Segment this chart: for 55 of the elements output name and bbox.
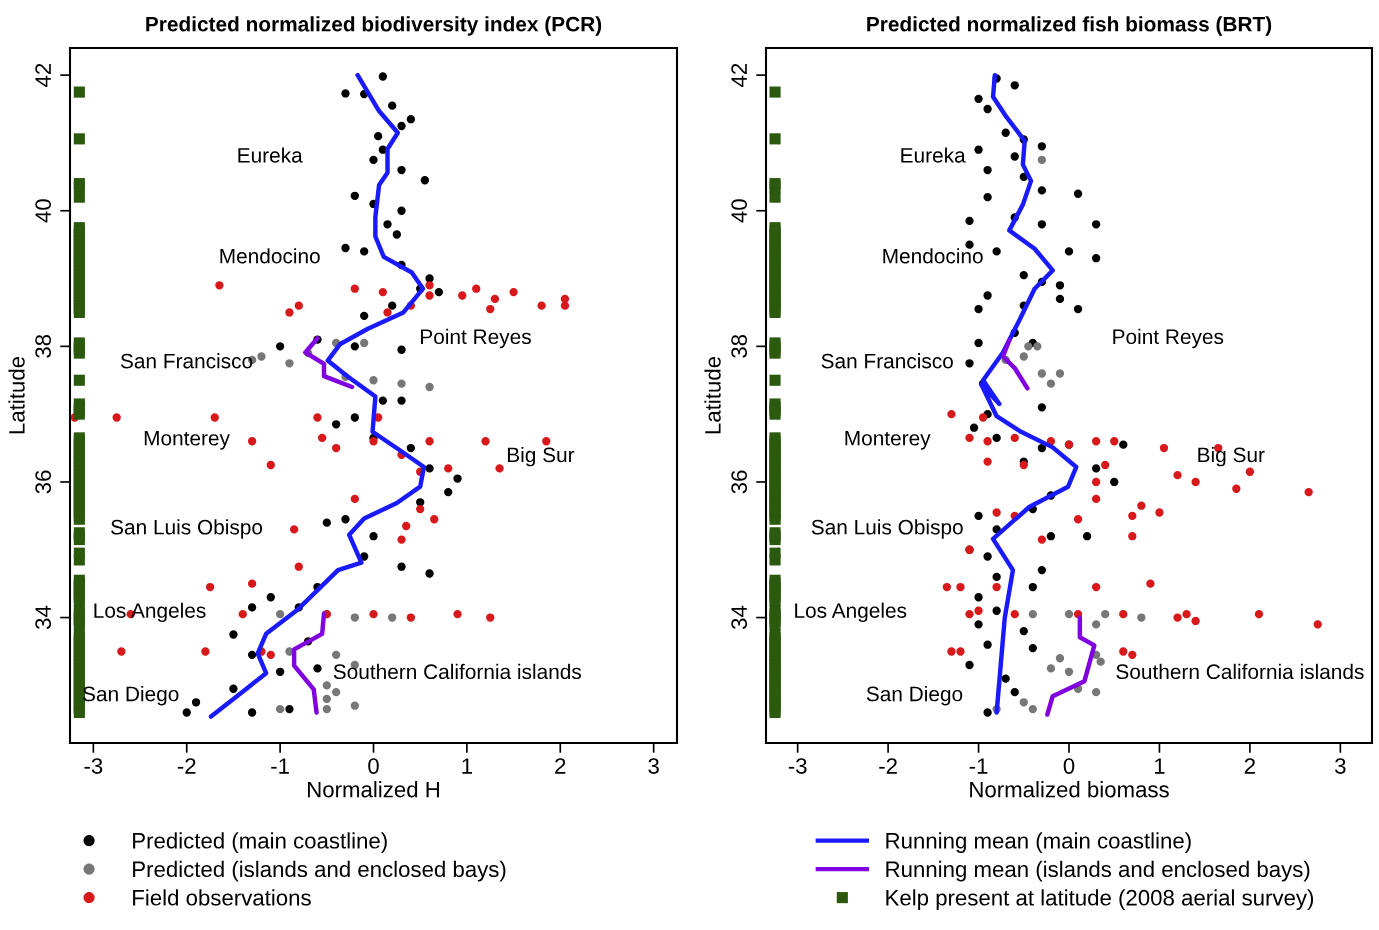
y-tick-label: 40 bbox=[35, 199, 52, 223]
annotation: Los Angeles bbox=[94, 602, 206, 623]
y-tick-label: 42 bbox=[731, 63, 747, 87]
legend-label: Kelp present at latitude (2008 aerial survey) bbox=[886, 889, 1314, 910]
annotation: Mendocino bbox=[220, 248, 320, 264]
x-tick-label: -3 bbox=[788, 758, 807, 774]
annotation: San Luis Obispo bbox=[111, 519, 263, 539]
x-tick-label: -2 bbox=[177, 758, 196, 774]
x-tick-label: 1 bbox=[1154, 758, 1165, 774]
chart-title: Predicted normalized fish biomass (BRT) bbox=[867, 16, 1272, 36]
y-tick-label: 36 bbox=[35, 470, 52, 494]
y-tick-label: 40 bbox=[731, 199, 748, 223]
x-tick-label: -1 bbox=[271, 758, 289, 774]
y-axis-title: Latitude bbox=[8, 356, 25, 434]
x-tick-label: 2 bbox=[1244, 758, 1255, 774]
y-tick-label: 42 bbox=[35, 63, 51, 87]
y-axis-title: Latitude bbox=[704, 356, 721, 434]
x-tick-label: 1 bbox=[462, 758, 472, 774]
annotation: Big Sur bbox=[1198, 446, 1265, 467]
legend-label: Field observations bbox=[133, 889, 311, 906]
annotation: Los Angeles bbox=[795, 602, 907, 623]
y-tick-label: 34 bbox=[731, 605, 748, 630]
y-tick-label: 38 bbox=[35, 334, 52, 358]
x-tick-label: -2 bbox=[879, 758, 897, 774]
annotation: Mendocino bbox=[883, 248, 983, 264]
x-tick-label: 2 bbox=[555, 758, 566, 774]
x-tick-label: -3 bbox=[84, 758, 103, 774]
annotation: Southern California islands bbox=[1116, 663, 1364, 680]
annotation: Monterey bbox=[845, 431, 931, 450]
y-tick-label: 34 bbox=[35, 605, 52, 630]
annotation: San Francisco bbox=[821, 353, 953, 369]
annotation: San Luis Obispo bbox=[811, 519, 963, 539]
x-tick-label: 3 bbox=[1335, 758, 1346, 774]
x-tick-label: 3 bbox=[648, 758, 659, 774]
annotation: San Francisco bbox=[120, 353, 253, 369]
chart-title: Predicted normalized biodiversity index (PCR) bbox=[146, 16, 602, 36]
annotation: Eureka bbox=[238, 147, 303, 163]
annotation: Southern California islands bbox=[333, 663, 582, 680]
x-tick-label: 0 bbox=[1063, 758, 1075, 774]
annotation: San Diego bbox=[866, 686, 963, 706]
x-axis-title: Normalized biomass bbox=[970, 781, 1169, 798]
legend-label: Running mean (main coastline) bbox=[886, 832, 1191, 854]
annotation: Monterey bbox=[144, 431, 230, 450]
x-tick-label: -1 bbox=[969, 758, 988, 774]
x-tick-label: 0 bbox=[368, 758, 379, 774]
annotation: Big Sur bbox=[507, 446, 575, 467]
legend-label: Predicted (main coastline) bbox=[133, 832, 387, 853]
y-tick-label: 38 bbox=[731, 334, 748, 358]
legend-label: Predicted (islands and enclosed bays) bbox=[133, 860, 506, 882]
y-tick-label: 36 bbox=[731, 470, 748, 494]
annotation: Point Reyes bbox=[421, 328, 531, 349]
annotation: Point Reyes bbox=[1113, 328, 1224, 349]
legend-label: Running mean (islands and enclosed bays) bbox=[886, 860, 1310, 882]
x-axis-title: Normalized H bbox=[308, 781, 439, 798]
annotation: Eureka bbox=[901, 147, 966, 163]
